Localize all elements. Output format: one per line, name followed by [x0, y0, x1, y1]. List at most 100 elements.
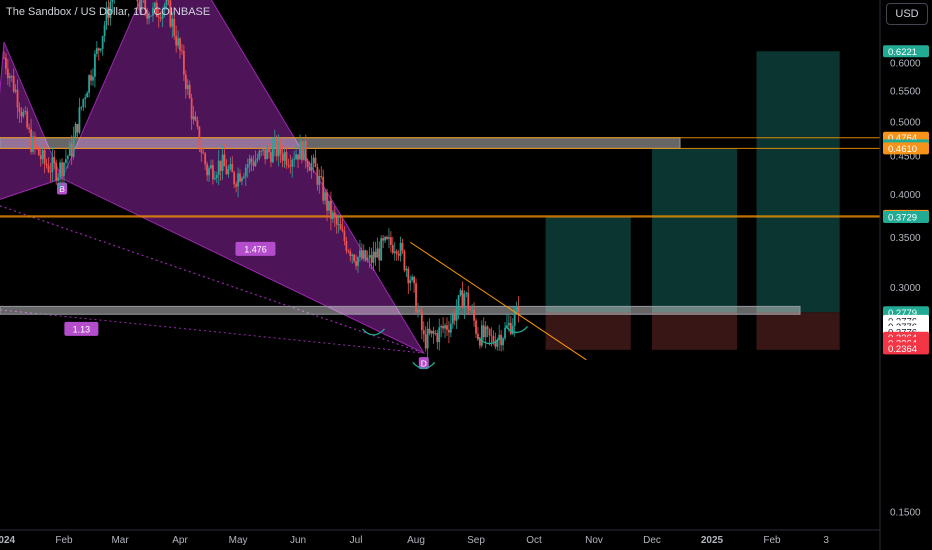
x-tick-label: May	[229, 535, 248, 546]
long-stop-zone	[652, 312, 738, 350]
candle-body	[90, 75, 92, 81]
candle-body	[506, 325, 508, 328]
price-tag-label: 0.6221	[888, 47, 917, 58]
candle-body	[343, 231, 346, 241]
candle-body	[111, 0, 114, 3]
candle-body	[308, 166, 311, 171]
candle-body	[266, 148, 268, 160]
candle-body	[88, 75, 91, 93]
candle-body	[262, 149, 265, 152]
candle-body	[157, 16, 160, 18]
candle-body	[461, 290, 464, 309]
candle-body	[6, 68, 9, 79]
candle-body	[335, 217, 338, 225]
candle-body	[401, 242, 404, 251]
candle-body	[188, 84, 191, 99]
candle-body	[204, 153, 207, 165]
candle-body	[68, 143, 71, 156]
candle-body	[469, 308, 472, 311]
y-tick-label: 0.5000	[890, 118, 921, 129]
candle-body	[339, 224, 342, 230]
candle-body	[511, 325, 514, 334]
candle-body	[341, 229, 344, 232]
candle-body	[310, 163, 313, 171]
candle-body	[509, 322, 512, 334]
candle-body	[453, 314, 456, 321]
candle-body	[507, 322, 510, 326]
candle-body	[397, 253, 400, 256]
candle-body	[80, 106, 83, 108]
candle-body	[355, 261, 357, 266]
candle-body	[477, 333, 479, 340]
candle-body	[10, 76, 13, 77]
ratio-label-bg	[235, 241, 276, 256]
y-tick-label: 0.5500	[890, 87, 921, 98]
candle-body	[478, 339, 481, 346]
x-tick-label: Feb	[55, 535, 73, 546]
x-tick-label: Nov	[585, 535, 603, 546]
candle-body	[299, 141, 301, 160]
candle-body	[138, 1, 141, 11]
currency-button[interactable]: USD	[886, 3, 928, 25]
x-tick-label: 3	[823, 535, 829, 546]
candle-body	[250, 158, 253, 163]
candle-body	[86, 92, 89, 98]
candle-body	[446, 325, 448, 330]
x-tick-label: Sep	[467, 535, 485, 546]
candle-body	[140, 0, 143, 11]
price-tag-label: 0.2364	[888, 344, 917, 355]
candle-body	[324, 192, 327, 201]
candle-body	[153, 2, 156, 8]
candle-body	[18, 107, 21, 112]
candle-body	[430, 330, 433, 334]
candle-body	[360, 250, 363, 259]
candle-body	[254, 160, 257, 166]
candle-body	[312, 157, 315, 164]
pattern-point-label-bg	[418, 357, 429, 370]
candle-body	[183, 51, 185, 75]
long-stop-zone	[545, 312, 631, 350]
price-tag-bg	[883, 142, 929, 155]
candle-body	[190, 98, 193, 120]
candle-body	[208, 168, 210, 176]
x-tick-label: 2024	[0, 535, 16, 546]
x-tick-label: 2025	[701, 535, 724, 546]
candle-body	[37, 147, 40, 156]
candle-body	[194, 116, 197, 121]
candle-body	[53, 157, 56, 164]
long-profit-zone	[756, 51, 840, 313]
harmonic-xd-dotted-line	[0, 205, 424, 354]
candle-body	[411, 276, 414, 281]
candle-body	[256, 158, 259, 161]
candle-body	[239, 173, 241, 182]
candle-body	[70, 143, 73, 157]
candle-body	[196, 120, 199, 127]
candle-body	[459, 290, 462, 296]
candle-body	[372, 251, 375, 263]
candle-body	[475, 320, 477, 334]
candle-body	[30, 129, 32, 152]
candle-body	[39, 155, 42, 160]
ratio-label: 1.13	[73, 324, 91, 334]
candle-body	[295, 154, 297, 160]
candle-body	[331, 212, 334, 219]
candle-body	[502, 338, 504, 346]
candle-body	[370, 255, 373, 263]
price-tag-label: 0.3729	[888, 213, 917, 224]
candle-body	[8, 76, 11, 79]
candle-body	[99, 48, 102, 51]
candle-body	[273, 138, 276, 146]
candle-body	[436, 333, 439, 343]
candle-body	[438, 327, 441, 343]
candle-body	[374, 251, 377, 258]
candle-body	[345, 240, 348, 251]
candle-body	[103, 25, 106, 36]
candle-body	[440, 325, 443, 328]
candle-body	[237, 173, 239, 187]
candle-body	[318, 176, 321, 185]
candle-body	[270, 152, 272, 163]
x-tick-label: Feb	[763, 535, 781, 546]
y-tick-label: 0.3000	[890, 283, 921, 294]
support-resistance-zone	[0, 137, 681, 149]
